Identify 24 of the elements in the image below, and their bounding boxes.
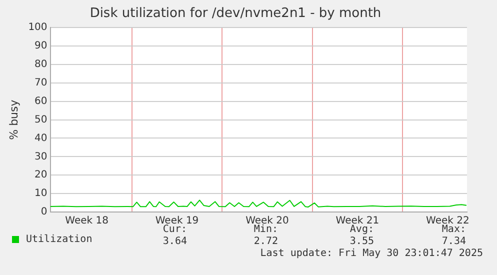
text: 3.55 [350,236,374,247]
y-tick-label: 60 [34,96,48,107]
y-tick-label: 30 [34,151,48,162]
text: Cur: [162,224,187,235]
chart-title: Disk utilization for /dev/nvme2n1 - by month [90,6,382,22]
text: Max: [442,224,466,235]
y-axis-title: % busy [7,99,20,140]
text: 3.64 [162,236,187,247]
y-tick-label: 50 [34,114,48,126]
x-tick-label: Week 18 [65,216,108,227]
text: 2.72 [254,236,278,247]
y-tick-label: 0 [40,206,48,218]
text: 7.34 [442,236,466,247]
y-tick-label: 90 [34,40,48,52]
y-tick-label: 20 [34,170,48,181]
text: Min: [254,224,278,235]
y-tick-label: 80 [34,59,48,70]
y-tick-label: 40 [34,132,48,144]
legend-label: Utilization [26,234,92,245]
text: Avg: [350,224,374,235]
y-tick-label: 10 [34,188,48,200]
y-tick-label: 70 [34,78,48,89]
y-tick-label: 100 [28,22,48,34]
text: Last update: Fri May 30 23:01:47 2025 [260,248,483,259]
